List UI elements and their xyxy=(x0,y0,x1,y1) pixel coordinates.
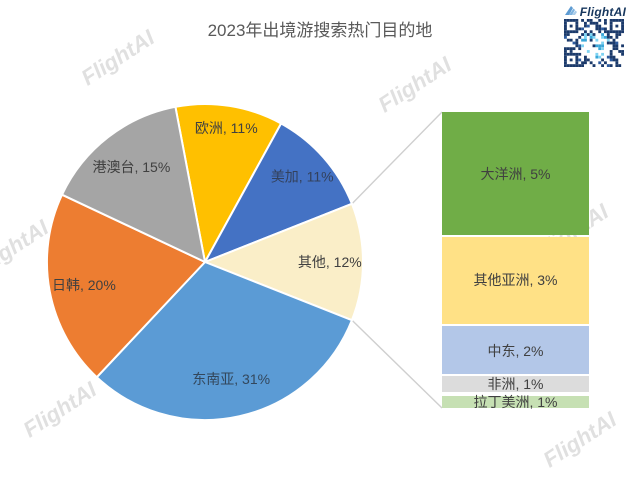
pie-slice-5 xyxy=(45,193,206,379)
connector-line-bottom xyxy=(351,319,443,409)
bar-segment-2 xyxy=(442,237,589,324)
pie-slice-4 xyxy=(95,261,353,422)
flightai-wing-icon xyxy=(564,3,578,21)
bar-segment-3 xyxy=(442,326,589,374)
pie-slice-2 xyxy=(204,122,353,263)
pie-slice-1 xyxy=(174,102,283,263)
bar-segment-label: 拉丁美洲, 1% xyxy=(473,394,557,410)
pie-slice-label: 日韩, 20% xyxy=(52,277,116,293)
brand-lockup: FlightAI xyxy=(564,3,626,21)
bar-segment-5 xyxy=(442,396,589,408)
bar-segment-label: 其他亚洲, 3% xyxy=(473,272,557,288)
pie-slice-label: 东南亚, 31% xyxy=(192,371,270,387)
pie-slice-label: 其他, 12% xyxy=(298,254,362,270)
connector-line-top xyxy=(351,111,443,205)
chart-title: 2023年出境游搜索热门目的地 xyxy=(207,21,433,40)
bar-segment-label: 中东, 2% xyxy=(487,343,543,359)
pie-slice-label: 欧洲, 11% xyxy=(195,120,258,136)
bar-segment-label: 大洋洲, 5% xyxy=(480,166,550,182)
brand-name: FlightAI xyxy=(579,5,626,19)
pie-slice-label: 港澳台, 15% xyxy=(92,159,170,175)
bar-segment-label: 非洲, 1% xyxy=(487,376,543,392)
bar-segment-1 xyxy=(442,112,589,235)
bar-segment-4 xyxy=(442,376,589,392)
pie-slice-3 xyxy=(204,202,365,322)
qr-code-image xyxy=(564,19,624,67)
pie-slice-6 xyxy=(61,105,206,263)
pie-slice-label: 美加, 11% xyxy=(271,168,334,184)
qr-code xyxy=(564,19,624,72)
